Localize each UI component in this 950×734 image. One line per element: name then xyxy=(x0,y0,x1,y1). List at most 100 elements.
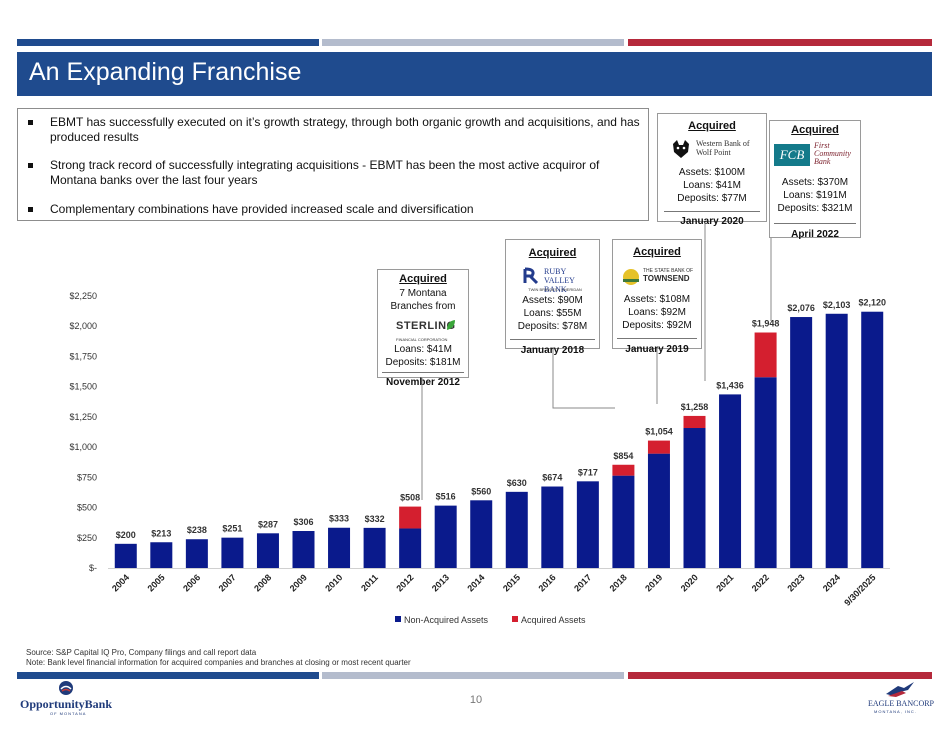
x-tick-label: 2018 xyxy=(608,572,629,593)
acquisition-date: January 2018 xyxy=(510,339,595,357)
x-tick-label: 2013 xyxy=(430,572,451,593)
bar-total-label: $333 xyxy=(329,514,349,524)
bar-total-label: $854 xyxy=(613,451,633,461)
acquisition-subtitle: 7 Montana Branches from xyxy=(390,288,456,312)
callout-connectors xyxy=(421,222,772,500)
bar-non-acquired xyxy=(576,481,599,568)
acquisition-date: January 2020 xyxy=(664,211,760,228)
y-tick-label: $500 xyxy=(77,503,97,513)
footer-band-red xyxy=(628,672,932,679)
acquisition-heading: Acquired xyxy=(528,247,577,259)
bar-acquired xyxy=(647,440,670,454)
header-band-red xyxy=(628,39,932,46)
x-tick-label: 2006 xyxy=(181,572,202,593)
ruby-logo: RUBY VALLEY BANK TWIN BRIDGES • SHERIDAN xyxy=(506,264,599,294)
bar-total-label: $560 xyxy=(471,486,491,496)
bar-total-label: $306 xyxy=(293,517,313,527)
bar-total-label: $213 xyxy=(151,528,171,538)
bar-total-label: $2,076 xyxy=(787,303,815,313)
x-tick-label: 2009 xyxy=(288,572,309,593)
bar-non-acquired xyxy=(114,543,137,568)
bar-non-acquired xyxy=(754,377,777,568)
bar-non-acquired xyxy=(861,311,884,568)
bar-non-acquired xyxy=(328,527,351,568)
acquisition-line: Loans: $41M xyxy=(683,180,741,191)
fcb-logo-text: First Community Bank xyxy=(814,141,851,166)
wolf-icon xyxy=(673,140,689,158)
townsend-icon xyxy=(623,269,639,285)
bar-non-acquired xyxy=(292,531,315,568)
x-tick-label: 2014 xyxy=(465,572,486,593)
bar-non-acquired xyxy=(399,528,422,568)
acquisition-heading: Acquired xyxy=(791,124,839,136)
bar-total-label: $717 xyxy=(578,467,598,477)
bar-total-label: $674 xyxy=(542,473,562,483)
y-tick-label: $1,500 xyxy=(69,382,97,392)
bar-non-acquired xyxy=(470,500,493,568)
bar-non-acquired xyxy=(434,505,457,568)
acquisition-box-fcb: Acquired FCB First Community Bank Assets… xyxy=(769,120,861,241)
acquisition-heading: Acquired xyxy=(633,246,681,258)
acquisition-line: Loans: $92M xyxy=(628,307,686,318)
acquisition-line: Assets: $100M xyxy=(678,167,746,178)
ruby-logo-sub: TWIN BRIDGES • SHERIDAN xyxy=(528,287,582,292)
acquisition-line: Deposits: $77M xyxy=(677,193,747,204)
y-tick-label: $2,000 xyxy=(69,321,97,331)
sterling-logo: STERLING FINANCIAL CORPORATION xyxy=(378,317,468,343)
acquisition-heading: Acquired xyxy=(688,120,736,132)
x-tick-label: 2021 xyxy=(714,572,735,593)
acquisition-line: Assets: $108M xyxy=(623,294,691,305)
bar-acquired xyxy=(683,415,706,429)
header-band-gray xyxy=(322,39,624,46)
bar-total-label: $1,948 xyxy=(752,319,780,329)
bar-total-label: $630 xyxy=(507,478,527,488)
legend-label-acquired: Acquired Assets xyxy=(521,615,586,625)
townsend-logo: THE STATE BANK OF TOWNSEND xyxy=(613,263,701,293)
x-tick-label: 2023 xyxy=(785,572,806,593)
footer-band-gray xyxy=(322,672,624,679)
y-tick-label: $1,750 xyxy=(69,351,97,361)
fcb-logo-mark: FCB xyxy=(774,144,810,166)
y-tick-label: $1,000 xyxy=(69,442,97,452)
x-tick-label: 2017 xyxy=(572,572,593,593)
sterling-leaf-icon xyxy=(447,320,455,330)
footnote-source: Source: S&P Capital IQ Pro, Company fili… xyxy=(26,648,257,657)
acquisition-line: Deposits: $78M xyxy=(517,321,588,332)
eagle-bancorp-name: EAGLE BANCORP xyxy=(868,699,935,708)
acquisition-box-wolfpoint: Acquired Western Bank of Wolf Point Asse… xyxy=(657,113,767,227)
eagle-bancorp-logo: EAGLE BANCORP MONTANA, INC. xyxy=(862,680,934,720)
bullet-box: EBMT has successfully executed on it’s g… xyxy=(17,108,649,221)
title-bar: An Expanding Franchise xyxy=(17,52,932,96)
x-tick-label: 2015 xyxy=(501,572,522,593)
acquisition-date: November 2012 xyxy=(382,372,464,389)
bar-non-acquired xyxy=(612,475,635,568)
x-tick-label: 2024 xyxy=(821,572,842,593)
fcb-logo: FCB First Community Bank xyxy=(770,141,860,173)
x-tick-label: 2020 xyxy=(679,572,700,593)
acquisition-line: Assets: $370M xyxy=(781,177,849,188)
acquisition-date: April 2022 xyxy=(774,223,856,241)
x-tick-label: 2012 xyxy=(394,572,415,593)
bar-non-acquired xyxy=(683,428,706,568)
wolfpoint-logo: Western Bank of Wolf Point xyxy=(658,137,766,163)
y-tick-label: $750 xyxy=(77,472,97,482)
x-tick-label: 2004 xyxy=(110,572,131,593)
bullet-text: Strong track record of successfully inte… xyxy=(50,158,600,187)
x-tick-label: 9/30/2025 xyxy=(842,572,877,607)
legend-swatch-acquired xyxy=(512,616,518,622)
bar-total-label: $332 xyxy=(365,514,385,524)
chart-legend: Non-Acquired Assets Acquired Assets xyxy=(395,615,586,625)
acquisition-heading: Acquired xyxy=(399,273,447,285)
acquisition-box-ruby: Acquired RUBY VALLEY BANK TWIN BRIDGES •… xyxy=(505,239,600,356)
x-tick-label: 2022 xyxy=(750,572,771,593)
bar-acquired xyxy=(399,506,422,529)
bar-total-label: $1,258 xyxy=(681,402,709,412)
bar-non-acquired xyxy=(790,317,813,568)
eagle-bancorp-sub: MONTANA, INC. xyxy=(874,709,917,714)
bar-non-acquired xyxy=(647,453,670,568)
acquisition-line: Assets: $90M xyxy=(522,295,583,306)
bar-total-label: $1,436 xyxy=(716,380,744,390)
opportunity-bank-icon xyxy=(59,681,73,695)
bar-non-acquired xyxy=(541,486,564,568)
bar-acquired xyxy=(612,464,635,476)
